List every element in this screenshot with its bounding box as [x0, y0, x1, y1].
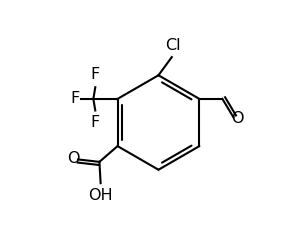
Text: Cl: Cl: [165, 38, 181, 53]
Text: OH: OH: [88, 187, 113, 203]
Text: F: F: [91, 115, 100, 130]
Text: F: F: [70, 91, 80, 106]
Text: O: O: [231, 111, 244, 126]
Text: O: O: [68, 151, 80, 166]
Text: F: F: [91, 67, 100, 82]
